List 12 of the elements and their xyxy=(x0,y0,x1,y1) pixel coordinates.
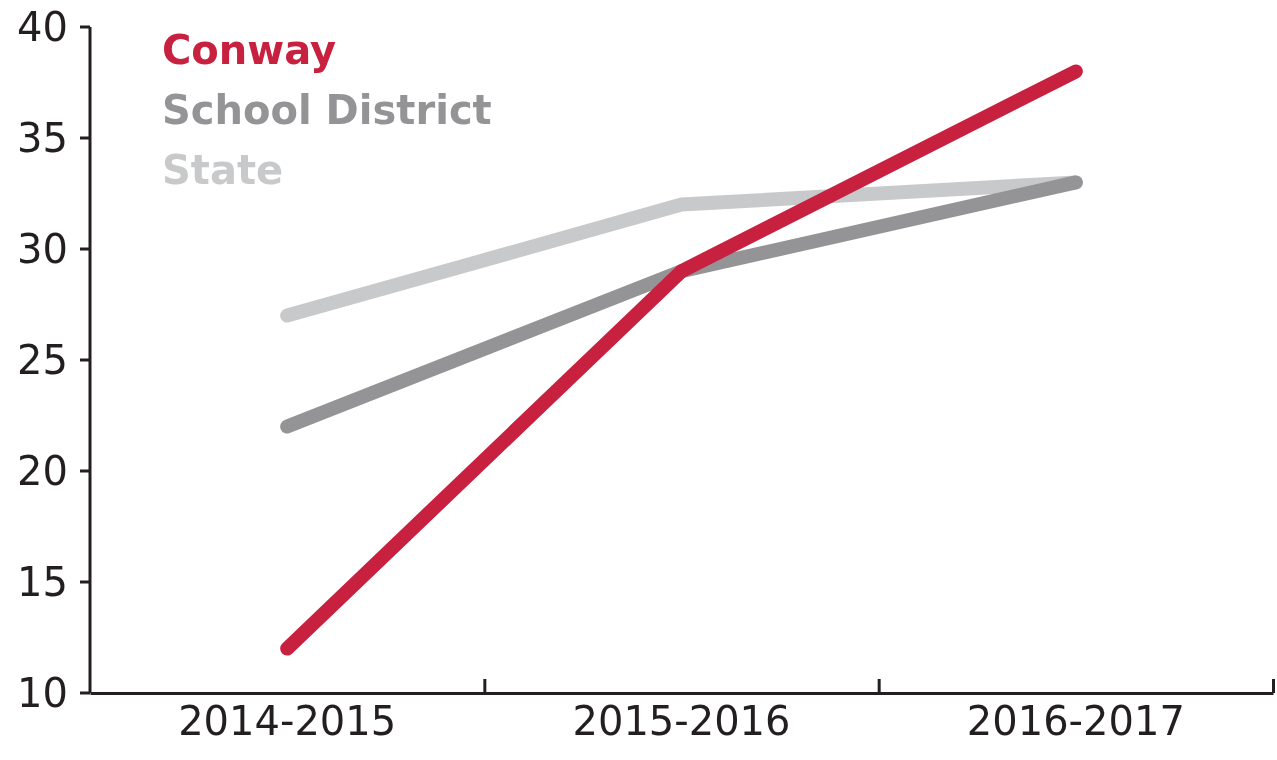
y-tick-label: 35 xyxy=(17,115,68,161)
x-tick-label: 2015-2016 xyxy=(572,698,791,745)
y-tick-label: 40 xyxy=(17,4,68,50)
y-tick-label: 20 xyxy=(17,448,68,494)
y-tick-label: 25 xyxy=(17,337,68,383)
x-tick-label: 2014-2015 xyxy=(178,698,397,745)
x-tick-label: 2016-2017 xyxy=(966,698,1185,745)
text: Conway xyxy=(162,27,337,73)
text: School District xyxy=(162,87,492,133)
y-tick-label: 10 xyxy=(17,670,68,716)
y-tick-label: 15 xyxy=(17,559,68,605)
y-tick-label: 30 xyxy=(17,226,68,272)
